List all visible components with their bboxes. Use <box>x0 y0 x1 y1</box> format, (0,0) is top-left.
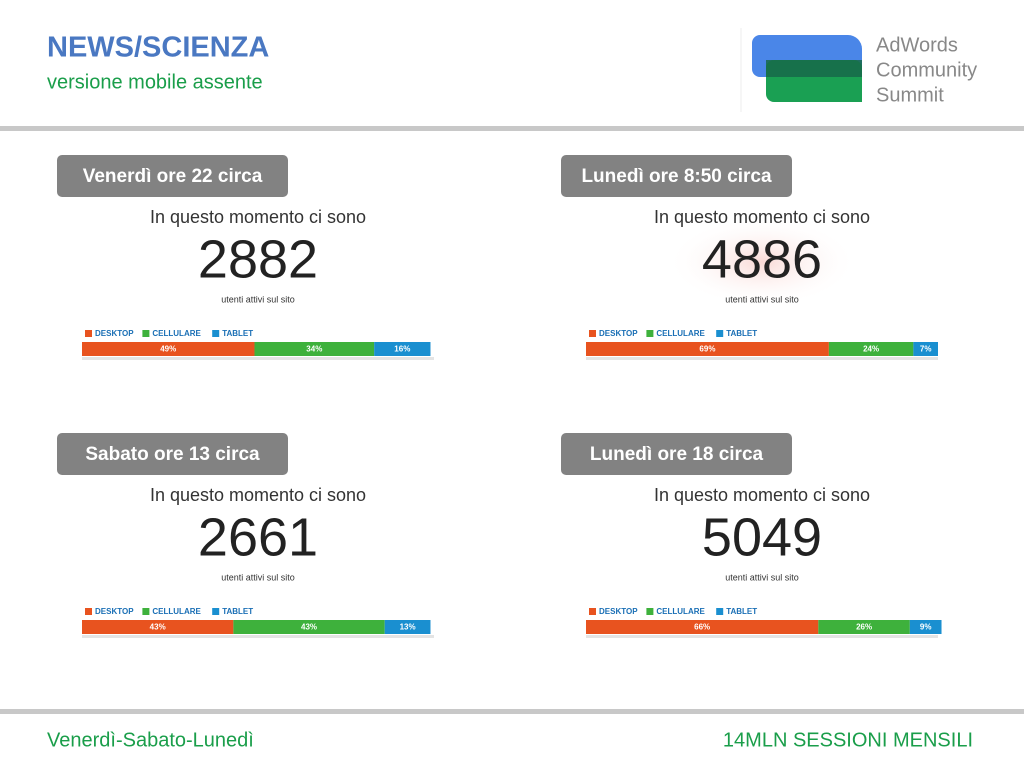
share-label: 43% <box>150 623 166 632</box>
share-bar <box>374 342 431 356</box>
active-count: 5049 <box>702 507 822 567</box>
legend-swatch <box>212 608 220 615</box>
share-label: 43% <box>301 623 317 632</box>
legend-label: DESKTOP <box>599 607 638 616</box>
share-label: 16% <box>394 345 410 354</box>
panel-label: Lunedì ore 8:50 circa <box>581 166 772 187</box>
caption: utenti attivi sul sito <box>221 294 295 304</box>
bar-shadow <box>82 357 434 360</box>
share-label: 24% <box>863 345 879 354</box>
bar-shadow <box>586 635 938 638</box>
panel-label-box <box>57 155 288 197</box>
legend-swatch <box>716 608 724 615</box>
title: NEWS/SCIENZA <box>47 32 269 64</box>
legend-swatch <box>646 330 654 337</box>
share-label: 66% <box>694 623 710 632</box>
panel-label-box <box>57 433 288 475</box>
legend-label: DESKTOP <box>95 607 134 616</box>
legend-swatch <box>716 330 724 337</box>
caption: utenti attivi sul sito <box>221 572 295 582</box>
share-bar <box>82 620 234 634</box>
legend-label: CELLULARE <box>152 329 201 338</box>
share-label: 7% <box>920 345 932 354</box>
legend-label: CELLULARE <box>656 329 705 338</box>
bar-shadow <box>586 357 938 360</box>
subtitle: versione mobile assente <box>47 71 263 93</box>
legend-swatch <box>142 330 150 337</box>
legend-label: TABLET <box>726 329 757 338</box>
share-bar <box>233 620 385 634</box>
share-label: 69% <box>699 345 715 354</box>
footer-rule <box>0 709 1024 714</box>
legend-swatch <box>212 330 220 337</box>
footer-left: Venerdì-Sabato-Lunedì <box>47 729 254 751</box>
share-bar <box>254 342 375 356</box>
active-count: 2882 <box>198 229 318 289</box>
footer-right: 14MLN SESSIONI MENSILI <box>723 729 973 751</box>
headline: In questo momento ci sono <box>654 485 870 505</box>
legend-label: TABLET <box>222 329 253 338</box>
logo-text: Summit <box>876 84 944 106</box>
share-bar <box>818 620 910 634</box>
panels: Venerdì ore 22 circa In questo momento ci… <box>57 155 942 638</box>
legend-label: DESKTOP <box>95 329 134 338</box>
legend-label: TABLET <box>726 607 757 616</box>
legend-label: TABLET <box>222 607 253 616</box>
share-bar <box>586 620 819 634</box>
legend-swatch <box>85 330 92 337</box>
share-bar <box>909 620 942 634</box>
panel-label-box <box>561 433 792 475</box>
caption: utenti attivi sul sito <box>725 294 799 304</box>
active-count: 2661 <box>198 507 318 567</box>
header-rule <box>0 126 1024 131</box>
share-label: 34% <box>306 345 322 354</box>
active-count: 4886 <box>702 229 822 289</box>
legend-label: CELLULARE <box>152 607 201 616</box>
share-bar <box>586 342 829 356</box>
legend-swatch <box>589 330 596 337</box>
share-bar <box>913 342 938 356</box>
share-label: 49% <box>160 345 176 354</box>
panel-label: Venerdì ore 22 circa <box>83 166 263 187</box>
share-bar <box>828 342 914 356</box>
logo-overlap <box>766 60 862 77</box>
bar-shadow <box>82 635 434 638</box>
logo-text: AdWords <box>876 34 958 56</box>
panel-label: Sabato ore 13 circa <box>85 444 260 465</box>
headline: In questo momento ci sono <box>654 207 870 227</box>
legend-swatch <box>646 608 654 615</box>
legend-swatch <box>589 608 596 615</box>
share-label: 26% <box>856 623 872 632</box>
caption: utenti attivi sul sito <box>725 572 799 582</box>
legend-label: DESKTOP <box>599 329 638 338</box>
panel-label-box <box>561 155 792 197</box>
logo-text: Community <box>876 59 977 81</box>
share-label: 9% <box>920 623 932 632</box>
share-label: 13% <box>400 623 416 632</box>
panel-label: Lunedì ore 18 circa <box>590 444 764 465</box>
legend-swatch <box>85 608 92 615</box>
headline: In questo momento ci sono <box>150 485 366 505</box>
legend-swatch <box>142 608 150 615</box>
glow <box>667 217 857 307</box>
headline: In questo momento ci sono <box>150 207 366 227</box>
share-bar <box>384 620 431 634</box>
share-bar <box>82 342 255 356</box>
legend-label: CELLULARE <box>656 607 705 616</box>
